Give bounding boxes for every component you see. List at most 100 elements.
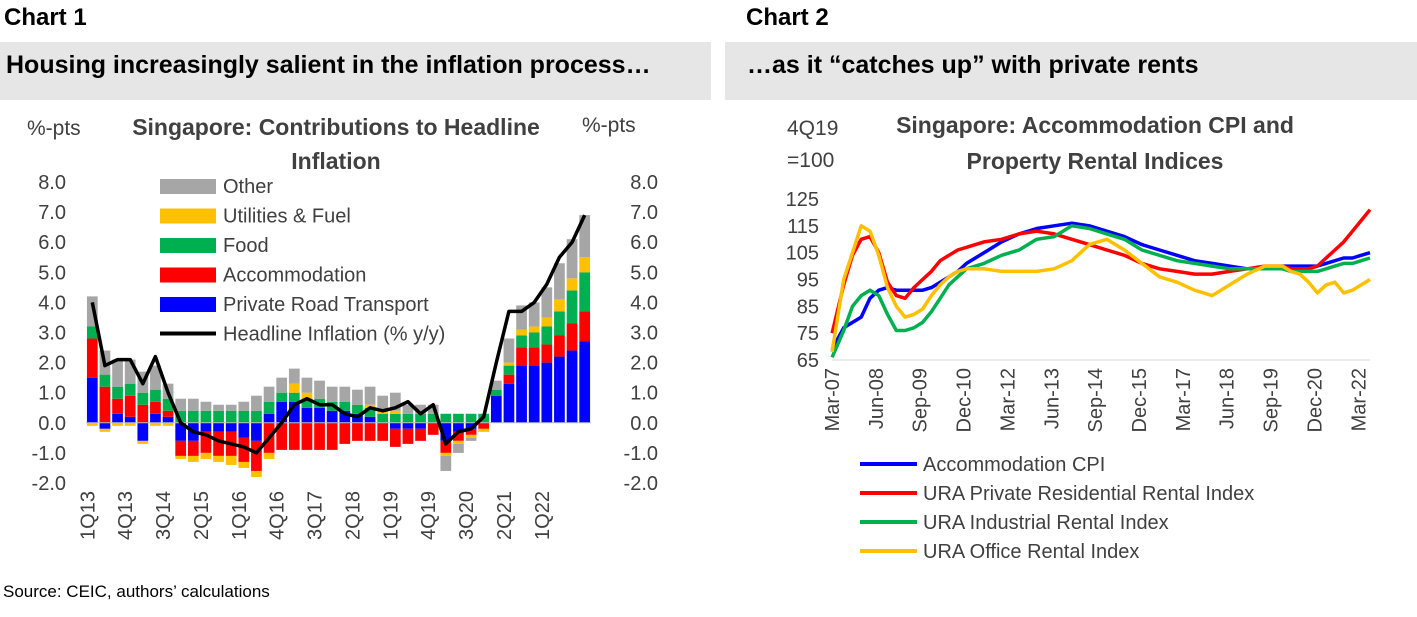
bar-other (541, 287, 553, 318)
bar-transport (339, 410, 351, 423)
chart2-xtick: Sep-14 (1085, 368, 1107, 433)
bar-utilities (528, 326, 540, 333)
chart1-label: Chart 1 (4, 4, 87, 31)
bar-accommodation (326, 422, 338, 450)
bar-utilities (251, 470, 262, 477)
bar-utilities (566, 278, 578, 291)
bar-other (579, 215, 591, 258)
chart1-ytick-right: -2.0 (624, 473, 658, 495)
bar-transport (490, 395, 502, 423)
bar-accommodation (566, 323, 578, 351)
bar-accommodation (137, 404, 149, 423)
chart1-ytick-left: 1.0 (38, 383, 66, 405)
chart1-xtick: 4Q13 (115, 491, 137, 540)
bar-accommodation (251, 440, 262, 471)
chart1-ytick-left: 2.0 (38, 353, 66, 375)
chart1-xtick: 3Q20 (456, 491, 478, 540)
bar-transport (213, 422, 224, 432)
bar-food (124, 383, 136, 396)
line-headline (90, 214, 587, 455)
chart1-xtick: 2Q15 (191, 491, 213, 540)
bar-utilities (175, 455, 187, 459)
bar-transport (326, 410, 338, 423)
chart1-ytick-left: 0.0 (38, 413, 66, 435)
chart2-ytick: 115 (787, 216, 819, 238)
bar-food (339, 401, 351, 411)
chart1-xtick: 4Q16 (267, 491, 289, 540)
bar-utilities (503, 362, 515, 366)
legend-swatch-food (160, 238, 216, 253)
bar-food (213, 410, 224, 423)
chart1-ytick-right: 6.0 (630, 232, 658, 254)
bar-food (200, 410, 212, 423)
bar-food (528, 332, 540, 348)
bar-utilities (389, 410, 401, 414)
bar-utilities (478, 428, 490, 432)
chart2-xtick: Mar-17 (1173, 368, 1195, 431)
chart2-headline: …as it “catches up” with private rents (747, 51, 1199, 79)
legend-label-other: Other (223, 176, 273, 198)
bar-accommodation (427, 422, 439, 435)
chart2-ytick: 75 (797, 323, 819, 345)
bar-transport (579, 341, 591, 423)
chart1-xtick: 1Q13 (77, 491, 99, 540)
bar-food (377, 413, 389, 423)
chart2-unit-line1: 4Q19 (787, 117, 838, 140)
chart1-title-line2: Inflation (291, 148, 380, 174)
chart2-rental-indices: 4Q19 =100 Singapore: Accommodation CPI a… (786, 112, 1372, 563)
bar-food (389, 413, 401, 423)
bar-accommodation (453, 431, 464, 441)
bar-other (402, 404, 414, 414)
bar-transport (112, 413, 123, 423)
bar-other (251, 395, 262, 411)
chart2-title-line2: Property Rental Indices (967, 148, 1224, 174)
bar-transport (301, 407, 313, 423)
chart1-contributions: %-pts %-pts Singapore: Contributions to … (27, 114, 658, 540)
chart1-left-unit: %-pts (27, 117, 81, 140)
bar-accommodation (478, 422, 490, 429)
bar-accommodation (124, 395, 136, 417)
bar-food (301, 398, 313, 408)
bar-transport (276, 401, 288, 423)
bar-utilities (137, 440, 149, 444)
bar-transport (440, 422, 452, 441)
bar-utilities (579, 257, 591, 273)
line-accommodation_cpi (830, 221, 1371, 351)
bar-other (490, 380, 502, 390)
legend-label-transport: Private Road Transport (223, 294, 429, 316)
chart1-xtick: 1Q19 (380, 491, 402, 540)
bar-other (364, 386, 376, 405)
bar-accommodation (276, 422, 288, 450)
chart1-right-unit: %-pts (582, 114, 636, 137)
bar-food (150, 389, 161, 402)
bar-utilities (541, 317, 553, 327)
bar-food (99, 374, 111, 387)
chart2-unit-line2: =100 (787, 149, 834, 172)
bar-food (288, 392, 300, 402)
bar-other (301, 377, 313, 393)
bar-other (339, 386, 351, 402)
bar-accommodation (86, 338, 98, 378)
bar-transport (150, 413, 161, 423)
bar-transport (503, 383, 515, 423)
bar-transport (288, 401, 300, 423)
chart1-xtick: 1Q22 (532, 491, 554, 540)
bar-accommodation (339, 422, 351, 444)
bar-transport (124, 416, 136, 423)
bar-accommodation (503, 374, 515, 384)
line-residential (830, 208, 1372, 334)
bar-other (516, 305, 527, 330)
bar-other (225, 404, 237, 411)
bar-food (251, 410, 262, 423)
bar-transport (402, 422, 414, 429)
bar-other (112, 359, 123, 387)
chart1-ytick-right: 7.0 (630, 202, 658, 224)
bar-accommodation (150, 401, 161, 414)
chart2-label: Chart 2 (746, 4, 829, 31)
chart2-headline-band: …as it “catches up” with private rents (725, 42, 1417, 100)
bar-utilities (301, 392, 313, 399)
chart2-xtick: Dec-10 (954, 368, 976, 432)
chart1-ytick-right: 8.0 (630, 172, 658, 194)
bar-accommodation (364, 422, 376, 441)
bar-utilities (225, 455, 237, 465)
